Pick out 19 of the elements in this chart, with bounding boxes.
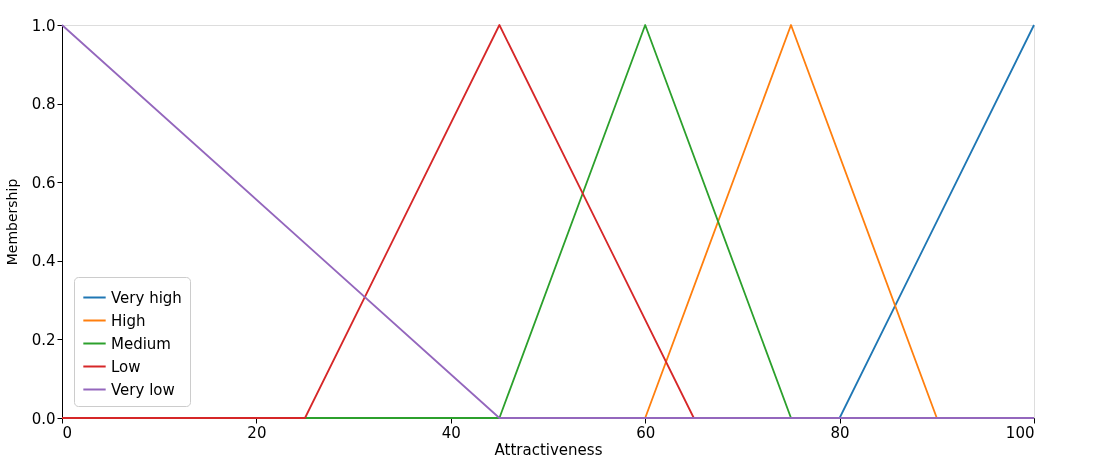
y-tick-label: 0.6	[31, 173, 56, 192]
y-tick-label: 0.0	[31, 409, 56, 428]
x-tick-label: 0	[62, 423, 73, 442]
y-tick-label: 1.0	[31, 16, 56, 35]
x-axis-title: Attractiveness	[494, 440, 603, 458]
legend-label: Very high	[111, 288, 182, 307]
y-axis-title: Membership	[3, 178, 20, 266]
y-tick-label: 0.2	[31, 330, 56, 349]
legend-label: Low	[111, 357, 141, 376]
legend-label: Very low	[111, 380, 175, 399]
y-tick-label: 0.8	[31, 95, 56, 114]
y-tick-label: 0.4	[31, 252, 56, 271]
x-tick-label: 100	[1005, 423, 1035, 442]
legend-label: High	[111, 311, 146, 330]
x-tick-label: 60	[636, 423, 656, 442]
x-tick-label: 80	[830, 423, 850, 442]
x-tick-label: 20	[247, 423, 267, 442]
legend-label: Medium	[111, 334, 171, 353]
x-tick-label: 40	[441, 423, 461, 442]
